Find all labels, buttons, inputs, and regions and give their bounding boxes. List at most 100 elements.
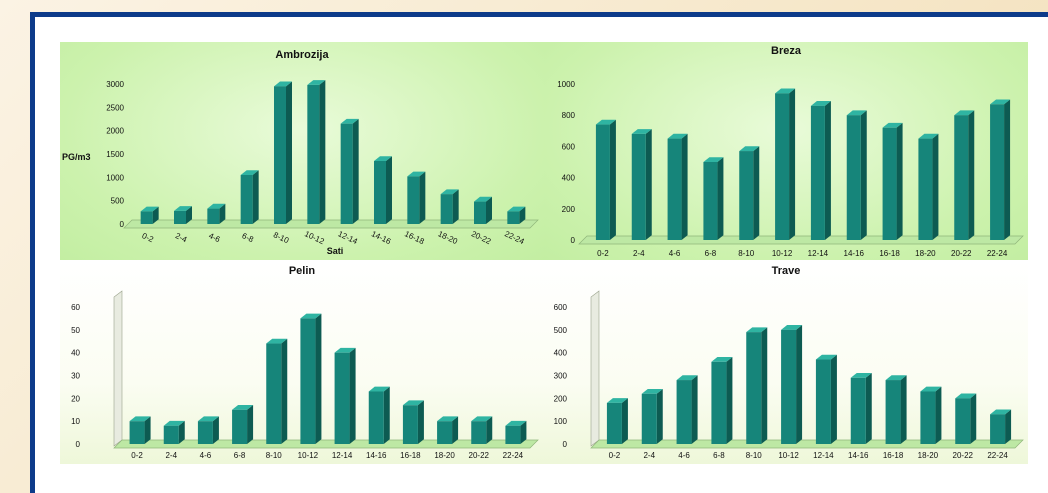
bar [739, 146, 760, 240]
bar-side [968, 110, 975, 241]
bar-side [383, 386, 390, 444]
bar-front [810, 105, 825, 240]
bar [810, 101, 831, 240]
bar-top [676, 375, 698, 381]
bar-top [174, 206, 192, 211]
y-tick-label: 1000 [106, 173, 124, 182]
bar-top [990, 99, 1011, 105]
bar-top [232, 404, 254, 410]
bar-top [667, 133, 688, 139]
x-tick-label: 4-6 [678, 451, 690, 460]
bar [266, 338, 288, 444]
bar-top [129, 416, 151, 422]
x-tick-label: 2-4 [643, 451, 655, 460]
bar-side [761, 327, 768, 444]
bar-top [197, 416, 219, 422]
y-tick-label: 400 [562, 174, 576, 183]
bar-side [452, 416, 459, 444]
bar-top [641, 388, 663, 394]
y-tick-label: 10 [71, 417, 80, 426]
bar [474, 196, 492, 224]
y-tick-label: 200 [562, 205, 576, 214]
x-tick-label: 10-12 [778, 451, 799, 460]
bar-side [417, 400, 424, 444]
y-tick-label: 600 [562, 142, 576, 151]
back-wall [590, 290, 600, 447]
bar [402, 400, 424, 444]
chart-trave: Trave 0 100 200 300 400 500 600 0-2 2-4 4-6 6-8 8-1… [554, 265, 1024, 460]
y-tick-label: 0 [563, 440, 568, 449]
bar-side [212, 416, 219, 444]
bar-side [281, 338, 288, 444]
bar [606, 398, 628, 444]
bar-front [340, 123, 353, 224]
bar-front [641, 393, 657, 444]
y-tick-label: 400 [554, 349, 568, 358]
bar-side [970, 393, 977, 444]
panel-breza: Breza 0 200 400 600 800 1000 0-2 2-4 4-6 6-8 8-10 1… [545, 42, 1028, 260]
bar [920, 386, 942, 444]
chart-pelin: Pelin 0 10 20 30 40 50 60 0-2 2-4 4-6 6-8 8-10 10-12… [71, 265, 539, 460]
bar-side [789, 88, 796, 240]
chart-floor [590, 439, 1024, 449]
bar-side [865, 372, 872, 444]
x-tick-label: 2-4 [633, 249, 645, 258]
y-tick-label: 50 [71, 326, 80, 335]
bar-side [726, 357, 733, 444]
bar-top [990, 409, 1012, 415]
x-tick-label: 20-22 [953, 451, 974, 460]
bar-front [197, 421, 213, 444]
bar-side [753, 146, 760, 240]
bar-side [315, 313, 322, 444]
x-tick-label: 16-18 [403, 229, 426, 246]
bar [990, 99, 1011, 240]
bar-front [129, 421, 145, 444]
bar-side [486, 416, 493, 444]
bar-front [885, 380, 901, 444]
bar-top [474, 196, 492, 202]
x-tick-label: 20-22 [951, 249, 972, 258]
bar-front [815, 359, 831, 444]
bar-front [954, 115, 969, 240]
bar [846, 110, 867, 241]
y-tick-label: 1000 [557, 80, 575, 89]
chart-floor [113, 439, 539, 449]
bar-front [882, 127, 897, 240]
bar-side [860, 110, 867, 241]
bar-top [606, 398, 628, 403]
bar [815, 354, 837, 444]
bar-front [505, 425, 521, 444]
x-tick-label: 16-18 [400, 451, 421, 460]
panel-trave: Trave 0 100 200 300 400 500 600 0-2 2-4 4-6 6-8 8-1… [545, 262, 1028, 464]
bar-side [144, 416, 151, 444]
bar-top [334, 347, 356, 353]
bar-top [595, 119, 616, 125]
y-tick-label: 500 [554, 326, 568, 335]
bar-top [882, 122, 903, 128]
bar-side [519, 206, 526, 224]
bar-front [920, 391, 936, 444]
x-tick-label: 10-12 [303, 229, 326, 246]
x-tick-label: 4-6 [200, 451, 212, 460]
bar [954, 110, 975, 241]
bar-side [219, 203, 226, 224]
x-tick-label: 12-14 [337, 229, 360, 246]
x-tick-label: 16-18 [883, 451, 904, 460]
y-tick-label: 30 [71, 372, 80, 381]
bar-top [440, 189, 459, 195]
y-tick-label: 200 [554, 394, 568, 403]
bar-top [885, 375, 907, 381]
y-tick-label: 500 [111, 197, 125, 206]
x-tick-label: 14-16 [370, 229, 393, 246]
bar-side [486, 196, 492, 224]
bar [471, 416, 493, 444]
bar-top [240, 170, 259, 175]
bar [775, 88, 796, 240]
bar [140, 206, 159, 224]
bar [307, 80, 326, 224]
bar-top [711, 357, 733, 362]
x-tick-label: 18-20 [434, 451, 455, 460]
bar-side [932, 133, 939, 240]
bar-front [739, 151, 754, 240]
bar-side [830, 354, 837, 444]
